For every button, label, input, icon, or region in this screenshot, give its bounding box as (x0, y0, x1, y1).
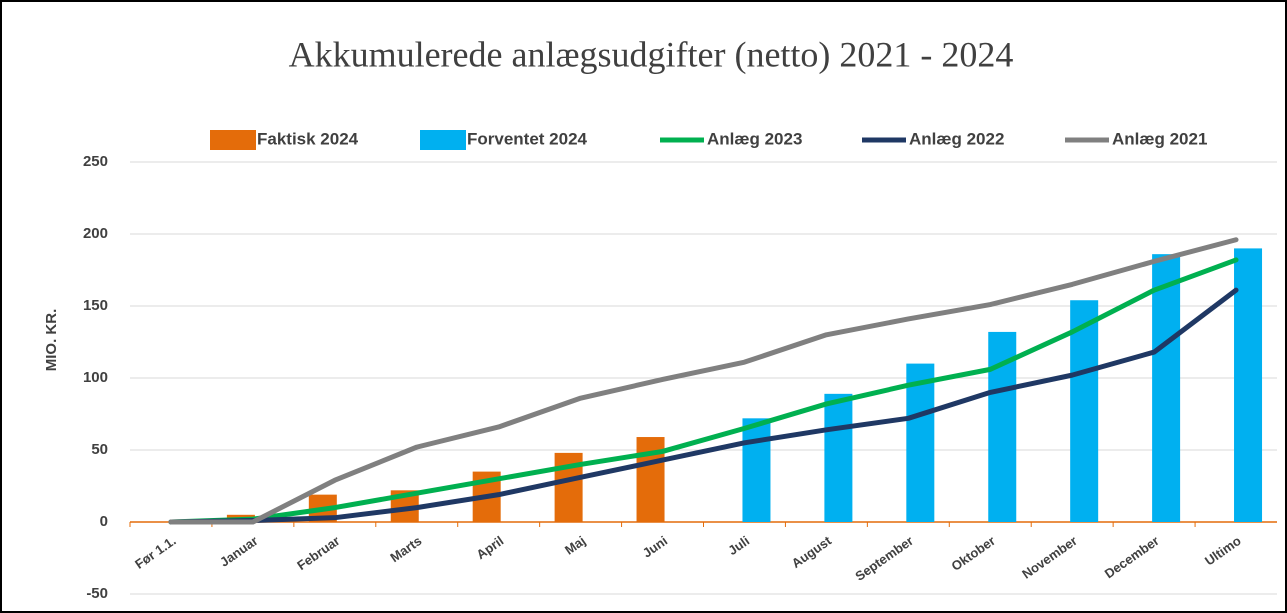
legend-label: Forventet 2024 (467, 129, 588, 148)
chart-title: Akkumulerede anlægsudgifter (netto) 2021… (289, 34, 1014, 74)
y-tick-label: 250 (83, 153, 108, 170)
legend-swatch (210, 130, 256, 150)
bar (906, 363, 935, 522)
bar (1152, 254, 1181, 522)
y-axis-label: MIO. KR. (43, 309, 60, 372)
line (168, 287, 1239, 525)
bar (742, 418, 771, 522)
y-tick-label: 200 (83, 225, 108, 242)
y-tick-label: 0 (100, 513, 108, 530)
bar (1234, 248, 1263, 522)
legend-swatch (420, 130, 466, 150)
y-tick-label: 50 (91, 441, 108, 458)
legend-label: Anlæg 2022 (909, 129, 1004, 148)
line (168, 237, 1239, 525)
legend-label: Anlæg 2023 (707, 129, 802, 148)
bar (824, 393, 853, 522)
legend-label: Faktisk 2024 (257, 129, 359, 148)
y-tick-label: 150 (83, 297, 108, 314)
y-tick-label: 100 (83, 369, 108, 386)
y-tick-label: -50 (86, 585, 108, 602)
legend-label: Anlæg 2021 (1112, 129, 1207, 148)
line (168, 257, 1239, 525)
bar (1070, 300, 1099, 522)
